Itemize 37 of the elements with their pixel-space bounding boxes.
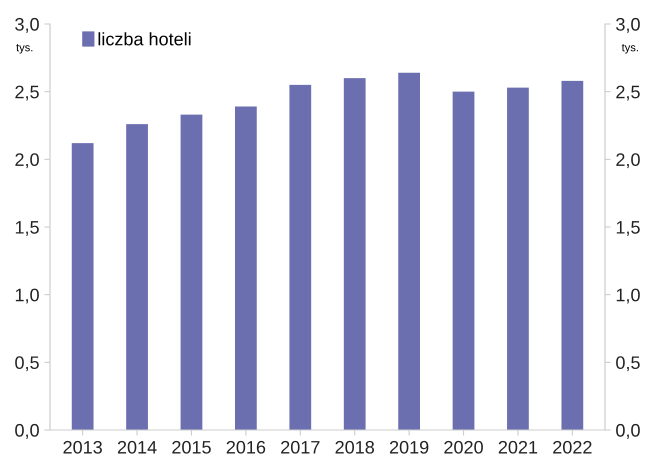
bar	[452, 92, 474, 430]
y-tick-label: 2,5	[15, 86, 39, 101]
bar	[398, 72, 420, 430]
y2-tick-label: 0,0	[616, 424, 640, 439]
legend-label: liczba hoteli	[98, 32, 190, 46]
x-tick-label: 2017	[281, 440, 320, 454]
x-tick-label: 2016	[226, 440, 266, 454]
x-tick-label: 2021	[498, 440, 538, 454]
y2-tick-label: 1,0	[616, 288, 640, 304]
bar	[180, 114, 202, 430]
bar	[72, 143, 94, 430]
x-tick-label: 2013	[63, 440, 102, 454]
y2-tick-label: 2,0	[616, 153, 640, 168]
bar	[126, 124, 148, 430]
y-axis-title: tys.	[16, 44, 32, 54]
y-tick-label: 1,5	[16, 221, 39, 236]
x-tick-label: 2014	[118, 440, 157, 454]
y2-tick-label: 1,5	[616, 221, 640, 236]
bar	[235, 106, 257, 430]
bar	[344, 78, 366, 430]
y-tick-label: 3,0	[15, 18, 39, 33]
x-tick-label: 2022	[553, 440, 592, 454]
y-tick-label: 0,5	[15, 356, 39, 372]
x-tick-label: 2019	[390, 440, 428, 454]
y2-tick-label: 3,0	[616, 18, 640, 33]
y-tick-label: 2,0	[15, 153, 39, 168]
x-tick-label: 2015	[172, 440, 211, 454]
y2-tick-label: 0,5	[616, 356, 640, 372]
y2-tick-label: 2,5	[616, 86, 640, 101]
x-tick-label: 2018	[336, 440, 374, 454]
bar	[507, 88, 529, 430]
bar	[561, 80, 584, 430]
y-tick-label: 1,0	[16, 288, 39, 304]
y-tick-label: 0,0	[15, 424, 39, 439]
x-tick-label: 2020	[444, 440, 483, 454]
y2-axis-title: tys.	[622, 44, 638, 54]
bar	[289, 84, 312, 430]
